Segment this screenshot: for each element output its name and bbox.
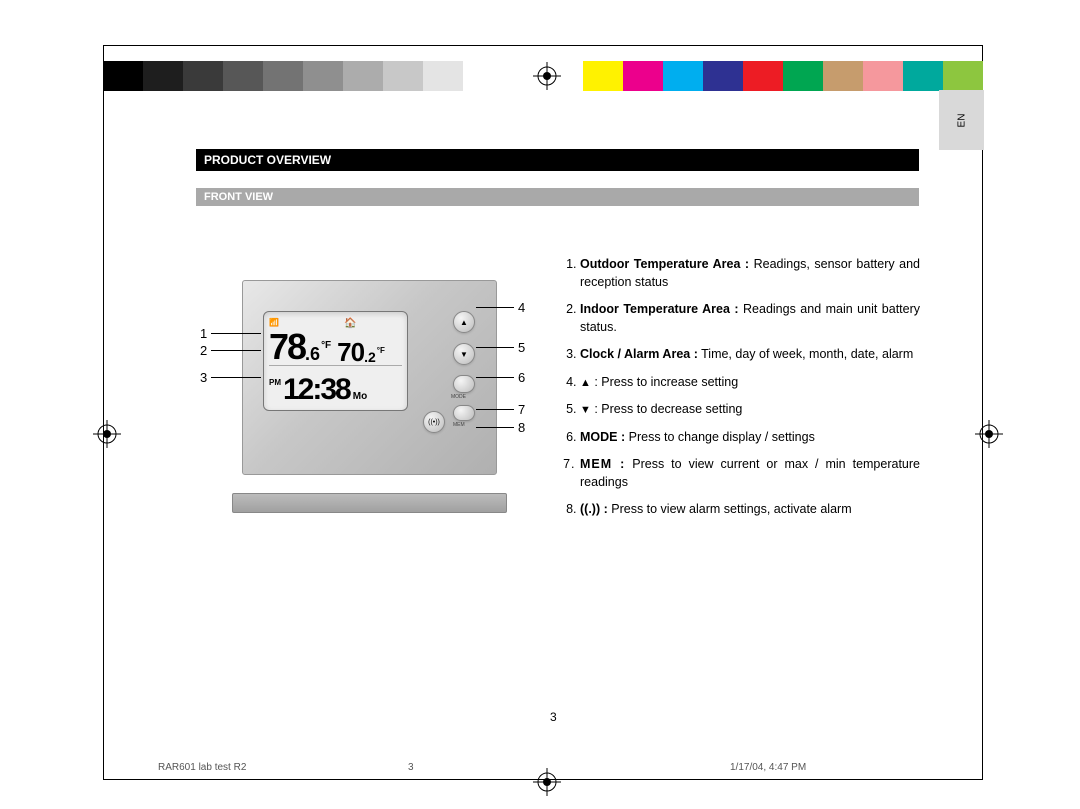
language-tab: EN bbox=[939, 90, 984, 150]
desc-item-2: Indoor Temperature Area : Readings and m… bbox=[580, 301, 920, 336]
down-button[interactable]: ▼ bbox=[453, 343, 475, 365]
lcd-screen: 📶 🏠 78 .6 °F 70 .2 °F PM 12:38 Mo bbox=[263, 311, 408, 411]
desc-item-5: ▼ : Press to decrease setting bbox=[580, 401, 920, 419]
indoor-temp: 70 bbox=[337, 339, 364, 365]
section-header: PRODUCT OVERVIEW bbox=[196, 149, 919, 171]
desc-item-6: MODE : Press to change display / setting… bbox=[580, 429, 920, 447]
outdoor-temp: 78 bbox=[269, 329, 305, 365]
callout-2: 2 bbox=[200, 343, 207, 358]
desc-item-3: Clock / Alarm Area : Time, day of week, … bbox=[580, 346, 920, 364]
desc-item-4: ▲ : Press to increase setting bbox=[580, 374, 920, 392]
callout-7: 7 bbox=[518, 402, 525, 417]
callout-3: 3 bbox=[200, 370, 207, 385]
callout-8: 8 bbox=[518, 420, 525, 435]
callout-1: 1 bbox=[200, 326, 207, 341]
device-diagram: 📶 🏠 78 .6 °F 70 .2 °F PM 12:38 Mo ▲ ▼ MO… bbox=[242, 280, 497, 495]
desc-item-1: Outdoor Temperature Area : Readings, sen… bbox=[580, 256, 920, 291]
down-triangle-icon: ▼ bbox=[580, 404, 591, 416]
registration-mark-right bbox=[975, 420, 1003, 448]
mode-button[interactable] bbox=[453, 375, 475, 393]
subsection-header: FRONT VIEW bbox=[196, 188, 919, 206]
mode-label: MODE bbox=[451, 394, 466, 400]
desc-item-7: MEM : Press to view current or max / min… bbox=[580, 456, 920, 491]
device-body: 📶 🏠 78 .6 °F 70 .2 °F PM 12:38 Mo ▲ ▼ MO… bbox=[242, 280, 497, 475]
footer-page: 3 bbox=[408, 762, 414, 773]
callout-6: 6 bbox=[518, 370, 525, 385]
registration-mark-left bbox=[93, 420, 121, 448]
up-triangle-icon: ▲ bbox=[580, 377, 591, 389]
footer-timestamp: 1/17/04, 4:47 PM bbox=[730, 762, 806, 773]
clock-time: 12:38 bbox=[283, 375, 350, 405]
registration-mark-bottom bbox=[533, 768, 561, 796]
mem-button[interactable] bbox=[453, 405, 475, 421]
up-button[interactable]: ▲ bbox=[453, 311, 475, 333]
mem-label: MEM bbox=[453, 422, 465, 428]
description-list: Outdoor Temperature Area : Readings, sen… bbox=[558, 256, 920, 529]
callout-5: 5 bbox=[518, 340, 525, 355]
footer-doc-name: RAR601 lab test R2 bbox=[158, 762, 246, 773]
alarm-button[interactable]: ((•)) bbox=[423, 411, 445, 433]
registration-mark-top bbox=[533, 62, 561, 90]
callout-4: 4 bbox=[518, 300, 525, 315]
desc-item-8: ((.)) : Press to view alarm settings, ac… bbox=[580, 501, 920, 519]
device-base bbox=[232, 493, 507, 513]
page-number: 3 bbox=[550, 710, 557, 724]
